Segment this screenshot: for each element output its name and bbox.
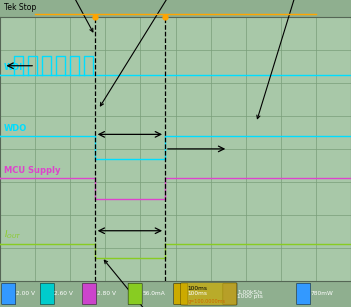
FancyBboxPatch shape (40, 283, 54, 305)
Text: 2.60 V: 2.60 V (54, 291, 73, 297)
Text: WDI: WDI (4, 63, 23, 72)
Text: 56.0mA: 56.0mA (142, 291, 165, 297)
FancyBboxPatch shape (128, 283, 142, 305)
Text: System
Restarts: System Restarts (257, 0, 328, 119)
Text: WDO: WDO (4, 124, 27, 133)
Text: $I_{OUT}$: $I_{OUT}$ (4, 229, 21, 241)
FancyBboxPatch shape (181, 283, 237, 305)
Text: 780mW: 780mW (311, 291, 333, 297)
Text: 2.00 V: 2.00 V (16, 291, 35, 297)
Text: Tek Stop: Tek Stop (4, 3, 36, 12)
FancyBboxPatch shape (223, 283, 237, 305)
FancyBboxPatch shape (2, 283, 16, 305)
Text: Watchdog Output
Pulse Width: Watchdog Output Pulse Width (100, 0, 236, 106)
Text: MCU Supply: MCU Supply (4, 166, 60, 175)
Text: 1.00kS/s
1000 pts: 1.00kS/s 1000 pts (237, 289, 263, 299)
Text: 100ms: 100ms (188, 286, 208, 291)
FancyBboxPatch shape (297, 283, 311, 305)
FancyBboxPatch shape (82, 283, 97, 305)
Text: g=100.0000ms: g=100.0000ms (188, 299, 226, 304)
Text: 2.80 V: 2.80 V (97, 291, 115, 297)
FancyBboxPatch shape (174, 283, 188, 305)
Text: 100ms: 100ms (188, 291, 208, 297)
Text: Absence of Pulses (Inactivity) Detected Up
to Watchdog Timeout (t$_{WD}$): Absence of Pulses (Inactivity) Detected … (0, 0, 146, 32)
Text: Supply Voltage Disconnected to the Load
When WDO Asserts Low (Power Cycling): Supply Voltage Disconnected to the Load … (82, 260, 269, 307)
